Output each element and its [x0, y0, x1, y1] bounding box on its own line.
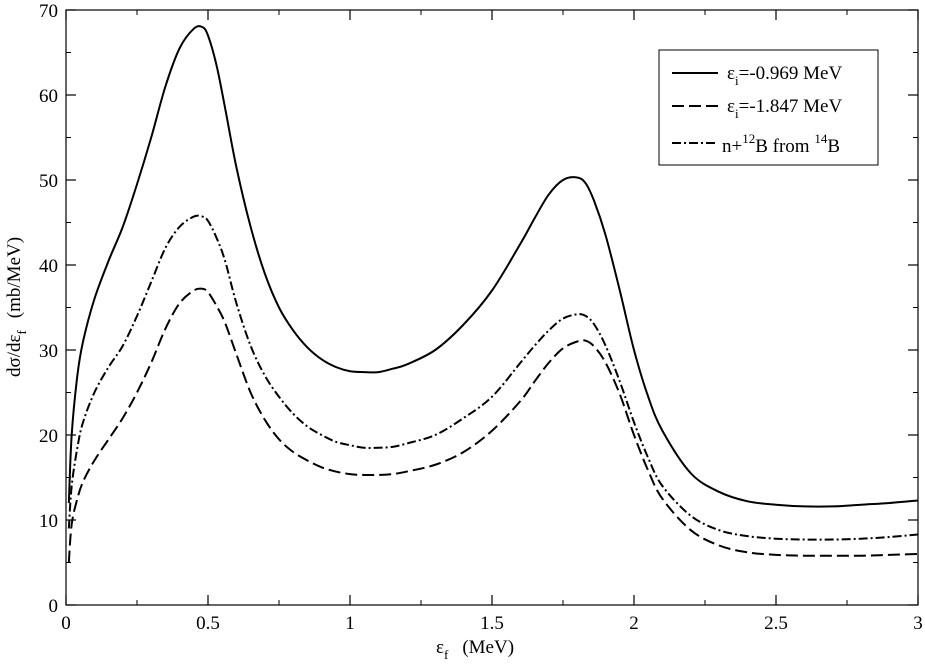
x-axis-label-main: ε — [436, 637, 444, 658]
y-tick-label: 0 — [49, 596, 59, 617]
x-axis-label: εf (MeV) — [436, 637, 514, 662]
x-tick-label: 1 — [345, 613, 355, 634]
x-tick-label: 1.5 — [480, 613, 504, 634]
x-axis-label-unit: (MeV) — [462, 637, 514, 658]
legend: εi=-0.969 MeV εi=-1.847 MeV n+12B from 1… — [658, 49, 879, 166]
y-tick-label: 20 — [39, 426, 58, 447]
x-tick-label: 0 — [61, 613, 71, 634]
y-axis-label: dσ/dεf (mb/MeV) — [4, 237, 29, 377]
y-axis-label-sub: f — [14, 330, 29, 335]
y-axis-label-prefix: dσ/dε — [4, 335, 25, 378]
x-tick-label: 0.5 — [196, 613, 220, 634]
y-axis-label-unit: (mb/MeV) — [4, 237, 25, 318]
x-axis-label-sub: f — [444, 647, 449, 662]
legend-label-1: εi=-0.969 MeV — [727, 63, 842, 88]
y-tick-label: 60 — [39, 86, 58, 107]
legend-box — [658, 49, 879, 166]
x-tick-label: 2.5 — [764, 613, 788, 634]
y-tick-label: 40 — [39, 256, 58, 277]
series-lines — [67, 25, 919, 563]
legend-label-2: εi=-1.847 MeV — [727, 96, 842, 121]
x-tick-label: 2 — [629, 613, 639, 634]
legend-label-3: n+12B from 14B — [722, 131, 840, 157]
y-tick-label: 10 — [39, 511, 58, 532]
series-line-dashdot — [67, 214, 919, 541]
x-tick-label: 3 — [913, 613, 923, 634]
series-line-dashed — [67, 287, 919, 563]
series-line-solid — [67, 25, 919, 508]
y-tick-label: 70 — [39, 1, 58, 22]
y-tick-label: 50 — [39, 171, 58, 192]
y-tick-label: 30 — [39, 341, 58, 362]
